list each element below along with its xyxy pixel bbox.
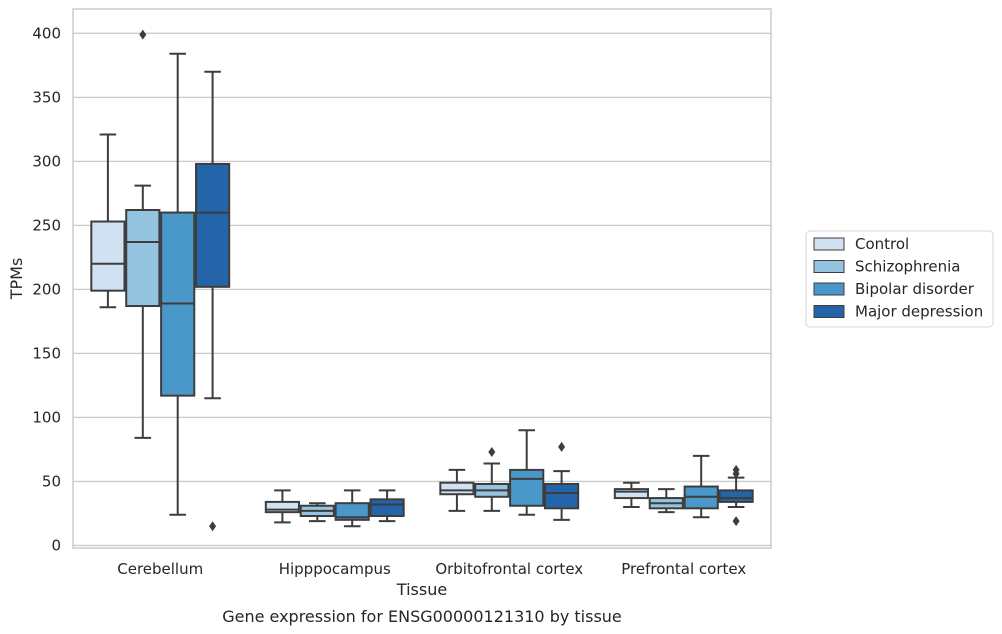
y-tick-label: 50 [42, 472, 61, 490]
x-axis-label: Tissue [396, 580, 447, 599]
box-iqr [264, 500, 300, 514]
outlier-point [209, 521, 217, 532]
y-tick-label: 0 [51, 536, 61, 554]
legend-swatch [813, 260, 845, 273]
box-iqr [544, 482, 580, 510]
box-iqr [613, 488, 649, 500]
box-iqr [509, 468, 545, 507]
box-control-3 [613, 481, 649, 509]
y-tick-label: 200 [32, 280, 61, 298]
x-tick-label: Orbitofrontal cortex [435, 560, 583, 578]
box-iqr [369, 498, 405, 517]
y-tick-label: 150 [32, 344, 61, 362]
outlier-point [732, 516, 740, 527]
x-tick-label: Cerebellum [117, 560, 203, 578]
y-tick-label: 350 [32, 88, 61, 106]
y-axis-label: TPMs [7, 258, 26, 301]
x-tick-label: Prefrontal cortex [621, 560, 746, 578]
legend-swatch [813, 237, 845, 251]
box-iqr [334, 502, 370, 521]
box-bipolar-disorder-3 [683, 454, 719, 519]
box-schizophrenia-0 [125, 29, 161, 439]
box-bipolar-disorder-2 [509, 429, 545, 516]
box-iqr [439, 481, 475, 496]
box-schizophrenia-3 [648, 488, 684, 514]
x-axis-ticks: Cerebellum Hipppocampus Orbitofrontal cort… [117, 560, 746, 578]
box-major-depression-0 [195, 70, 231, 532]
box-plot-series [90, 29, 754, 532]
box-iqr [125, 209, 161, 308]
y-tick-label: 300 [32, 152, 61, 170]
outlier-point [139, 29, 147, 40]
box-iqr [718, 489, 754, 503]
box-iqr [90, 220, 126, 292]
outlier-point [558, 441, 566, 452]
outlier-point [488, 446, 496, 457]
box-control-1 [264, 489, 300, 524]
box-major-depression-2 [544, 441, 580, 521]
y-tick-label: 100 [32, 408, 61, 426]
legend-label: Control [855, 235, 909, 253]
box-schizophrenia-1 [299, 502, 335, 523]
box-control-2 [439, 468, 475, 512]
outlier-point [732, 464, 740, 475]
legend: Control Schizophrenia Bipolar disorder Majo… [805, 230, 994, 328]
box-iqr [195, 162, 231, 288]
box-bipolar-disorder-1 [334, 489, 370, 528]
legend-frame [805, 230, 994, 328]
box-bipolar-disorder-0 [160, 52, 196, 516]
box-major-depression-3 [718, 464, 754, 527]
box-major-depression-1 [369, 489, 405, 523]
chart-title: Gene expression for ENSG00000121310 by t… [222, 607, 622, 626]
legend-swatch [813, 282, 845, 296]
box-schizophrenia-2 [474, 446, 510, 512]
box-control-0 [90, 133, 126, 309]
legend-label: Major depression [855, 303, 983, 321]
legend-swatch [813, 305, 845, 318]
plot-frame [72, 8, 772, 549]
y-tick-label: 250 [32, 216, 61, 234]
x-tick-label: Hipppocampus [279, 560, 391, 578]
legend-label: Bipolar disorder [855, 280, 975, 298]
y-tick-label: 400 [32, 24, 61, 42]
y-axis-ticks: 0 50 100 150 200 250 300 350 400 [32, 24, 61, 554]
legend-label: Schizophrenia [855, 258, 960, 276]
